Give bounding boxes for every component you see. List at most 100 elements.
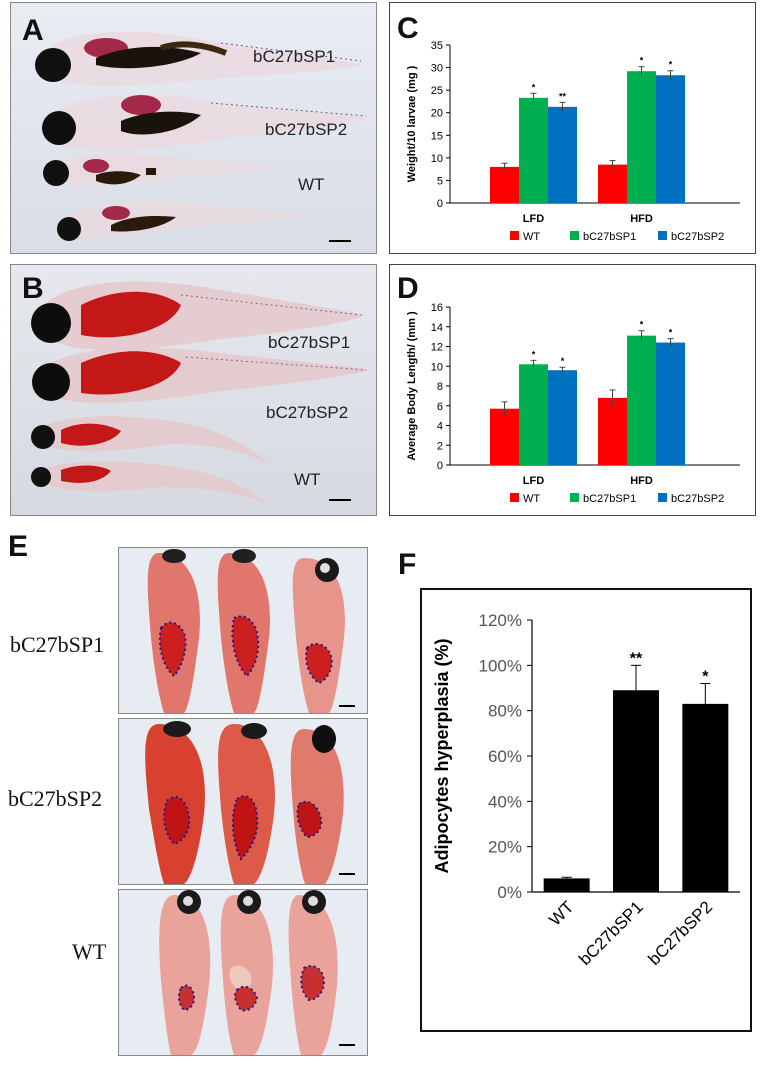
category-label: bC27bSP1 (575, 897, 647, 969)
larva-b1 (31, 281, 366, 351)
bar-bC27bSP1-HFD (627, 71, 656, 203)
y-tick-label: 80% (488, 702, 522, 721)
bar-WT-LFD (490, 166, 519, 203)
panel-e-letter: E (8, 530, 29, 563)
y-tick-label: 60% (488, 747, 522, 766)
panel-b-photo (10, 264, 377, 516)
significance-marker: * (561, 356, 565, 366)
bar-WT-HFD (598, 397, 627, 465)
y-tick-label: 10 (431, 361, 443, 373)
larva-a4 (56, 201, 306, 241)
bar-bC27bSP1-HFD (627, 335, 656, 465)
y-tick-label: 14 (431, 322, 443, 334)
larva-e1-2 (217, 549, 270, 713)
legend-label: bC27bSP1 (583, 231, 636, 243)
y-tick-label: 5 (437, 175, 443, 187)
bar-bC27bSP2 (682, 703, 729, 892)
category-label: HFD (630, 213, 653, 225)
y-tick-label: 2 (437, 440, 443, 452)
significance-marker: * (702, 668, 709, 685)
y-tick-label: 30 (431, 63, 443, 75)
bar-bC27bSP1-LFD (519, 364, 548, 465)
bar-bC27bSP2-LFD (548, 370, 577, 465)
panel-e-label-1: bC27bSP1 (10, 632, 105, 657)
larva-b2 (32, 347, 371, 404)
larva-b4 (31, 461, 266, 503)
y-axis-label: Adipocytes hyperplasia (%) (432, 638, 452, 873)
y-tick-label: 0 (437, 198, 443, 210)
y-tick-label: 20% (488, 838, 522, 857)
legend-swatch-WT (510, 493, 519, 502)
significance-marker: * (669, 60, 673, 70)
panel-b-label-1: bC27bSP1 (268, 333, 351, 352)
panel-b-letter: B (22, 272, 44, 305)
y-axis-label: Weight/10 larvae (mg ) (406, 65, 418, 182)
bar-bC27bSP2-HFD (656, 75, 685, 203)
panel-e-photo-2 (118, 718, 368, 885)
y-tick-label: 20 (431, 108, 443, 120)
legend-label: WT (523, 493, 540, 505)
category-label: WT (545, 897, 577, 929)
legend-label: bC27bSP2 (671, 231, 724, 243)
legend-swatch-bC27bSP2 (658, 493, 667, 502)
larva-a3 (43, 154, 291, 186)
legend-label: WT (523, 231, 540, 243)
legend-swatch-bC27bSP1 (570, 231, 579, 240)
larva-a1 (35, 31, 366, 87)
significance-marker: * (532, 349, 536, 359)
chart-d: 0 2 4 6 8 10 12 14 16 Average Body Length/ (mm ) *… (406, 302, 740, 505)
panel-a-photo (10, 2, 377, 254)
bar-bC27bSP2-HFD (656, 342, 685, 465)
significance-marker: ** (559, 91, 567, 101)
significance-marker: ** (630, 650, 643, 667)
category-label: HFD (630, 475, 653, 487)
y-tick-label: 6 (437, 401, 443, 413)
category-label: LFD (523, 213, 544, 225)
panel-f-frame: 0% 20% 40% 60% 80% 100% 120% Adipocytes hyperpl… (420, 588, 752, 1032)
y-tick-label: 15 (431, 130, 443, 142)
y-tick-label: 10 (431, 153, 443, 165)
y-tick-label: 40% (488, 792, 522, 811)
larva-a2 (39, 95, 369, 151)
y-tick-label: 25 (431, 85, 443, 97)
larva-e2-3 (290, 725, 344, 884)
larva-b3 (31, 416, 271, 465)
panel-a-label-1: bC27bSP1 (253, 47, 336, 66)
larva-e3-2 (220, 890, 274, 1055)
panel-c-frame: 0 5 10 15 20 25 30 35 Weight/10 larvae (mg ) * ** L… (389, 2, 756, 254)
y-axis-label: Average Body Length/ (mm ) (406, 311, 418, 461)
legend-swatch-bC27bSP1 (570, 493, 579, 502)
legend-label: bC27bSP1 (583, 493, 636, 505)
significance-marker: * (640, 56, 644, 66)
panel-a-label-2: bC27bSP2 (265, 120, 348, 139)
panel-c-letter: C (397, 12, 419, 45)
y-tick-label: 0% (497, 883, 522, 902)
bar-bC27bSP1-LFD (519, 97, 548, 203)
larva-e2-2 (218, 723, 275, 884)
panel-a-letter: A (22, 14, 44, 47)
category-label: LFD (523, 475, 544, 487)
bar-WT (543, 878, 590, 892)
y-tick-label: 120% (479, 611, 522, 630)
y-tick-label: 8 (437, 381, 443, 393)
larva-e3-3 (288, 890, 338, 1055)
bar-bC27bSP1 (613, 690, 659, 892)
y-tick-label: 35 (431, 40, 443, 52)
significance-marker: * (640, 320, 644, 330)
bar-WT-LFD (490, 408, 519, 465)
panel-d-letter: D (397, 272, 419, 305)
bar-WT-HFD (598, 164, 627, 203)
chart-f: 0% 20% 40% 60% 80% 100% 120% Adipocytes hyperpl… (432, 611, 740, 969)
y-tick-label: 100% (479, 656, 522, 675)
panel-e-label-3: WT (72, 939, 107, 964)
legend-swatch-bC27bSP2 (658, 231, 667, 240)
panel-f-letter: F (398, 548, 417, 581)
panel-e-photo-1 (118, 547, 368, 714)
larva-e1-3 (292, 558, 345, 713)
category-label: bC27bSP2 (645, 897, 717, 969)
panel-b-label-2: bC27bSP2 (266, 403, 349, 422)
legend-label: bC27bSP2 (671, 493, 724, 505)
panel-a-label-3: WT (298, 175, 325, 194)
larva-e2-1 (145, 721, 205, 884)
